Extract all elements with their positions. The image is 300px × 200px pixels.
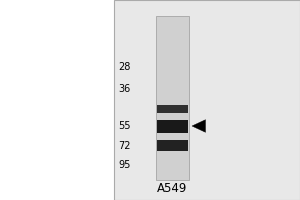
Bar bbox=[157, 105, 188, 113]
Bar bbox=[114, 0, 300, 200]
Text: 36: 36 bbox=[118, 84, 130, 94]
Text: 28: 28 bbox=[118, 62, 130, 72]
Polygon shape bbox=[192, 120, 206, 132]
Bar bbox=[156, 16, 189, 180]
Text: 55: 55 bbox=[118, 121, 130, 131]
Text: A549: A549 bbox=[157, 182, 188, 194]
Bar bbox=[157, 139, 188, 150]
Text: 95: 95 bbox=[118, 160, 130, 170]
Bar bbox=[157, 119, 188, 132]
Text: 72: 72 bbox=[118, 141, 130, 151]
